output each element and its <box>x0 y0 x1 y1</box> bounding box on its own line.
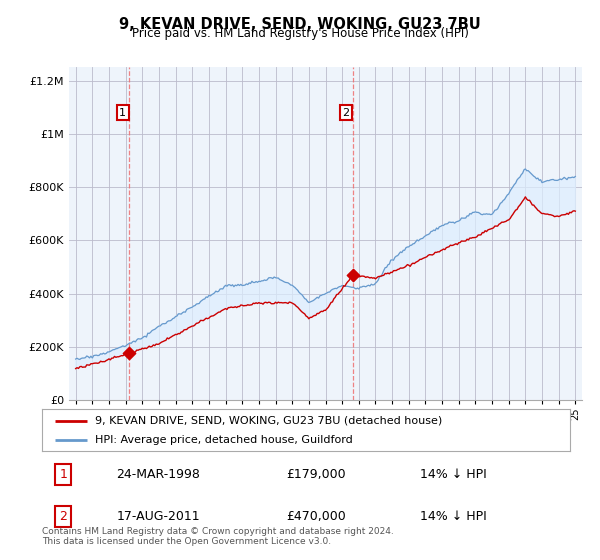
Text: 9, KEVAN DRIVE, SEND, WOKING, GU23 7BU (detached house): 9, KEVAN DRIVE, SEND, WOKING, GU23 7BU (… <box>95 416 442 426</box>
Text: Price paid vs. HM Land Registry's House Price Index (HPI): Price paid vs. HM Land Registry's House … <box>131 27 469 40</box>
Text: 1: 1 <box>119 108 126 118</box>
Text: 9, KEVAN DRIVE, SEND, WOKING, GU23 7BU: 9, KEVAN DRIVE, SEND, WOKING, GU23 7BU <box>119 17 481 32</box>
Text: HPI: Average price, detached house, Guildford: HPI: Average price, detached house, Guil… <box>95 435 353 445</box>
Text: 2: 2 <box>59 510 67 523</box>
Text: 17-AUG-2011: 17-AUG-2011 <box>116 510 200 523</box>
Point <box>125 348 134 357</box>
Text: £470,000: £470,000 <box>287 510 346 523</box>
Text: 1: 1 <box>59 468 67 481</box>
Text: 24-MAR-1998: 24-MAR-1998 <box>116 468 200 481</box>
Text: Contains HM Land Registry data © Crown copyright and database right 2024.
This d: Contains HM Land Registry data © Crown c… <box>42 526 394 546</box>
Point <box>348 270 358 279</box>
Text: £179,000: £179,000 <box>287 468 346 481</box>
Text: 14% ↓ HPI: 14% ↓ HPI <box>421 468 487 481</box>
Text: 14% ↓ HPI: 14% ↓ HPI <box>421 510 487 523</box>
Text: 2: 2 <box>343 108 350 118</box>
